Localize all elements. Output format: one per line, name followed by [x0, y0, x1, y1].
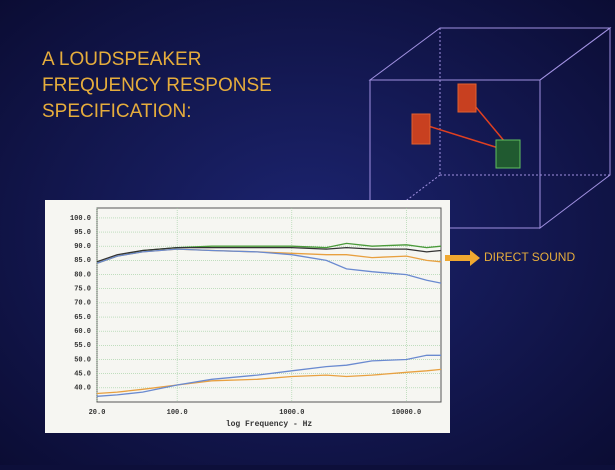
chart-panel [45, 200, 450, 433]
y-tick-label: 75.0 [74, 286, 91, 294]
series-line [96, 248, 442, 284]
y-tick-label: 90.0 [74, 243, 91, 251]
y-tick-label: 60.0 [74, 328, 91, 336]
x-axis-label: log Frequency - Hz [226, 420, 313, 429]
slide-title: FREQUENCY RESPONSE [42, 75, 272, 96]
y-tick-label: 70.0 [74, 300, 91, 308]
y-tick-label: 40.0 [74, 385, 91, 393]
y-tick-label: 100.0 [70, 215, 91, 223]
y-tick-label: 80.0 [74, 271, 91, 279]
arrow [445, 250, 480, 266]
y-tick-label: 65.0 [74, 314, 91, 322]
series-line [96, 354, 441, 397]
series-line [96, 368, 442, 395]
y-tick-label: 95.0 [74, 229, 91, 237]
y-tick-label: 85.0 [74, 257, 91, 265]
series-line [96, 246, 442, 263]
x-tick-label: 10000.0 [392, 409, 421, 417]
y-tick-label: 50.0 [74, 356, 91, 364]
x-tick-label: 1000.0 [279, 409, 304, 417]
x-tick-label: 20.0 [89, 409, 106, 417]
room-diagram [368, 27, 612, 230]
y-tick-label: 45.0 [74, 371, 91, 379]
slide-title: A LOUDSPEAKER [42, 49, 201, 70]
annotation: DIRECT SOUND [484, 250, 575, 264]
slide-title: SPECIFICATION: [42, 101, 192, 122]
x-tick-label: 100.0 [167, 409, 188, 417]
y-tick-label: 55.0 [74, 342, 91, 350]
